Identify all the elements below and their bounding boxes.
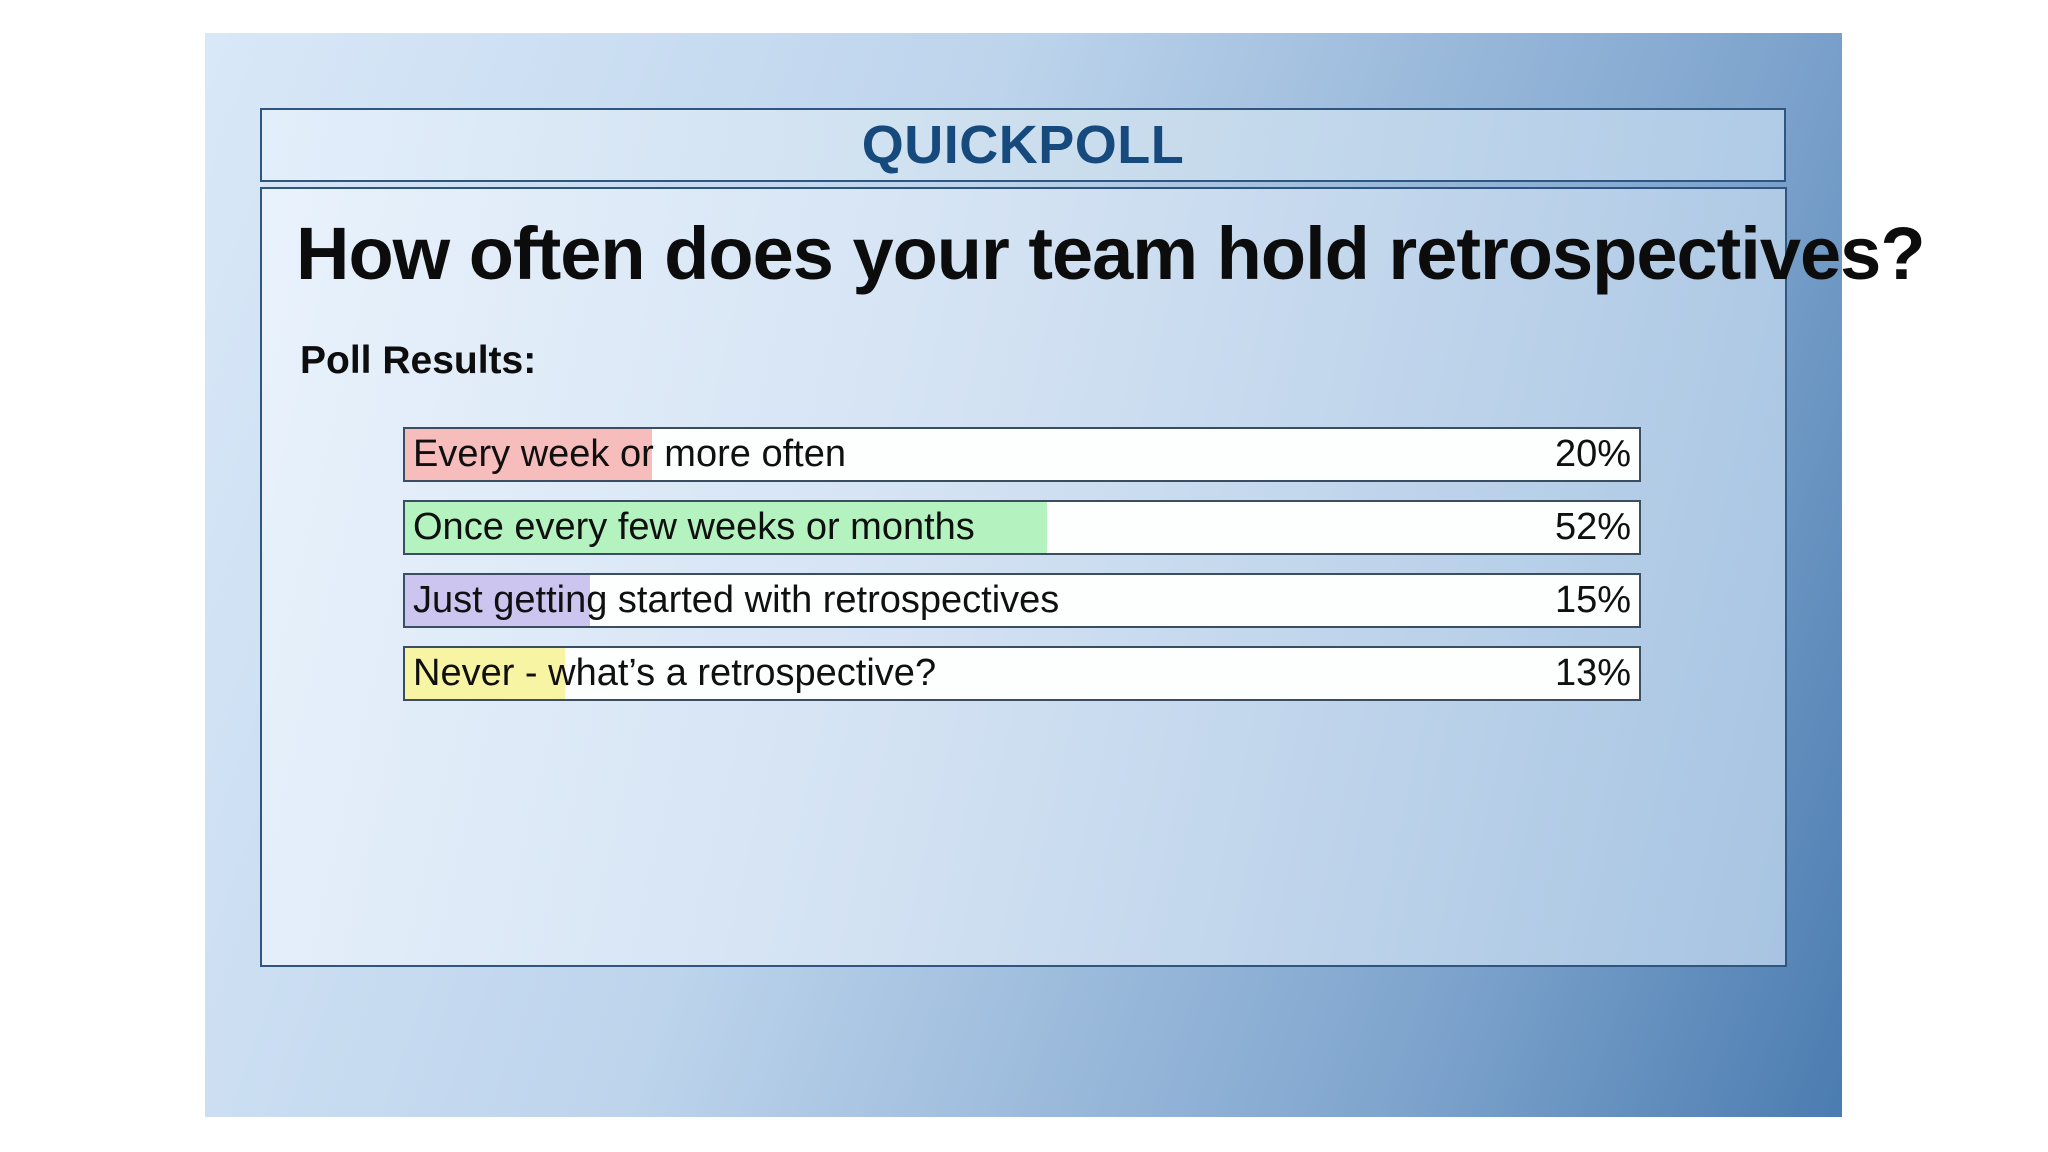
- poll-panel: QUICKPOLL How often does your team hold …: [205, 33, 1926, 1117]
- result-option-label: Just getting started with retrospectives: [413, 579, 1060, 621]
- result-option-label: Every week or more often: [413, 433, 846, 475]
- result-bar-segment: [405, 575, 591, 626]
- poll-result-row: Never - what’s a retrospective? 13%: [403, 646, 1641, 701]
- poll-result-row: Once every few weeks or months 52%: [403, 500, 1641, 555]
- result-bar-segment: [405, 429, 652, 480]
- poll-question: How often does your team hold retrospect…: [296, 212, 1926, 295]
- poll-results-list: Every week or more often 20% Once every …: [403, 427, 1641, 719]
- result-bar-segment: [405, 648, 566, 699]
- quickpoll-header: QUICKPOLL: [260, 108, 1786, 182]
- quickpoll-title: QUICKPOLL: [861, 115, 1185, 175]
- poll-result-row: Every week or more often 20%: [403, 427, 1641, 482]
- poll-results-box: How often does your team hold retrospect…: [260, 187, 1926, 967]
- result-percentage: 13%: [1554, 652, 1631, 694]
- result-percentage: 52%: [1554, 506, 1631, 548]
- result-option-label: Never - what’s a retrospective?: [413, 652, 937, 694]
- result-option-label: Once every few weeks or months: [413, 506, 975, 548]
- result-percentage: 20%: [1554, 433, 1631, 475]
- result-percentage: 15%: [1554, 579, 1631, 621]
- poll-results-label: Poll Results:: [300, 339, 537, 382]
- poll-result-row: Just getting started with retrospectives…: [403, 573, 1641, 628]
- result-bar-segment: [405, 502, 1047, 553]
